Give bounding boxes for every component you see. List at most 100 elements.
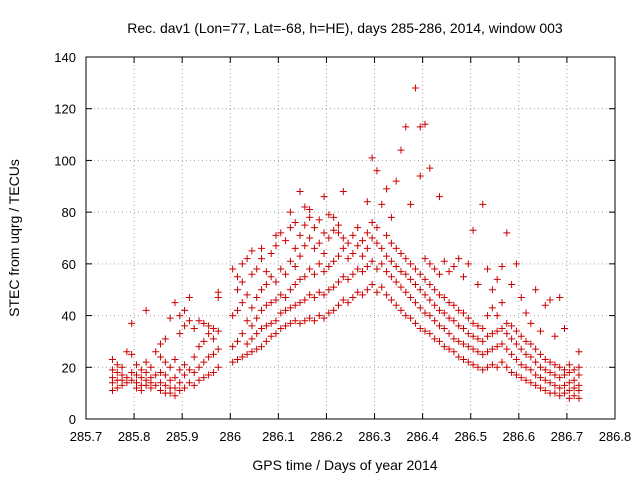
data-point (306, 234, 314, 242)
data-point (253, 314, 261, 322)
data-point (421, 309, 429, 317)
data-point (455, 337, 463, 345)
data-point (262, 281, 270, 289)
data-point (108, 366, 116, 374)
data-point (296, 231, 304, 239)
data-point (532, 371, 540, 379)
data-point (205, 371, 213, 379)
data-point (277, 229, 285, 237)
data-point (282, 293, 290, 301)
data-point (527, 340, 535, 348)
data-point (416, 270, 424, 278)
data-point (171, 384, 179, 392)
data-point (392, 177, 400, 185)
data-point (315, 312, 323, 320)
data-point (368, 257, 376, 265)
data-point (108, 374, 116, 382)
data-point (445, 345, 453, 353)
data-point (407, 314, 415, 322)
data-point (498, 262, 506, 270)
data-point (258, 255, 266, 263)
data-point (455, 353, 463, 361)
data-point (166, 376, 174, 384)
data-point (233, 286, 241, 294)
data-point (238, 353, 246, 361)
data-point (383, 185, 391, 193)
data-point (339, 244, 347, 252)
data-point (354, 265, 362, 273)
data-point (339, 187, 347, 195)
data-point (460, 356, 468, 364)
data-point (450, 335, 458, 343)
data-point (493, 327, 501, 335)
data-point (556, 392, 564, 400)
data-point (301, 242, 309, 250)
data-point (267, 273, 275, 281)
data-point (532, 381, 540, 389)
chart-title: Rec. dav1 (Lon=77, Lat=-68, h=HE), days … (127, 20, 563, 36)
data-points (108, 84, 583, 402)
data-point (411, 281, 419, 289)
data-point (243, 340, 251, 348)
data-point (565, 394, 573, 402)
data-point (330, 226, 338, 234)
data-point (359, 237, 367, 245)
data-point (469, 361, 477, 369)
data-point (474, 322, 482, 330)
data-point (426, 330, 434, 338)
data-point (484, 265, 492, 273)
data-point (214, 288, 222, 296)
data-point (570, 392, 578, 400)
data-point (339, 234, 347, 242)
data-point (445, 299, 453, 307)
data-point (334, 301, 342, 309)
data-point (310, 317, 318, 325)
data-point (532, 358, 540, 366)
x-tick-label: 286.6 (503, 429, 536, 444)
data-point (330, 213, 338, 221)
data-point (512, 371, 520, 379)
data-point (440, 325, 448, 332)
data-point (272, 296, 280, 304)
data-point (431, 335, 439, 343)
data-point (474, 335, 482, 343)
data-point (551, 381, 559, 389)
x-tick-label: 286.8 (599, 429, 632, 444)
data-point (258, 343, 266, 351)
data-point (142, 368, 150, 376)
data-point (267, 319, 275, 327)
data-point (431, 286, 439, 294)
data-point (508, 281, 516, 289)
data-point (392, 301, 400, 309)
data-point (445, 314, 453, 322)
data-point (541, 387, 549, 395)
data-point (286, 286, 294, 294)
data-point (440, 257, 448, 265)
data-point (527, 379, 535, 387)
data-point (522, 350, 530, 358)
data-point (440, 309, 448, 317)
data-point (161, 371, 169, 379)
data-point (339, 273, 347, 281)
y-axis-label: STEC from uqrg / TECUs (6, 159, 22, 317)
data-point (503, 330, 511, 338)
data-point (137, 374, 145, 382)
data-point (469, 319, 477, 327)
data-point (536, 374, 544, 382)
data-point (195, 376, 203, 384)
data-point (416, 286, 424, 294)
data-point (383, 268, 391, 276)
data-point (195, 363, 203, 371)
data-point (344, 255, 352, 263)
data-point (464, 330, 472, 338)
data-point (258, 244, 266, 252)
data-point (488, 304, 496, 312)
data-point (469, 226, 477, 234)
data-point (161, 381, 169, 389)
y-tick-label: 120 (54, 102, 76, 117)
data-point (546, 379, 554, 387)
data-point (541, 356, 549, 364)
data-point (517, 345, 525, 353)
data-point (248, 322, 256, 330)
data-point (248, 348, 256, 356)
